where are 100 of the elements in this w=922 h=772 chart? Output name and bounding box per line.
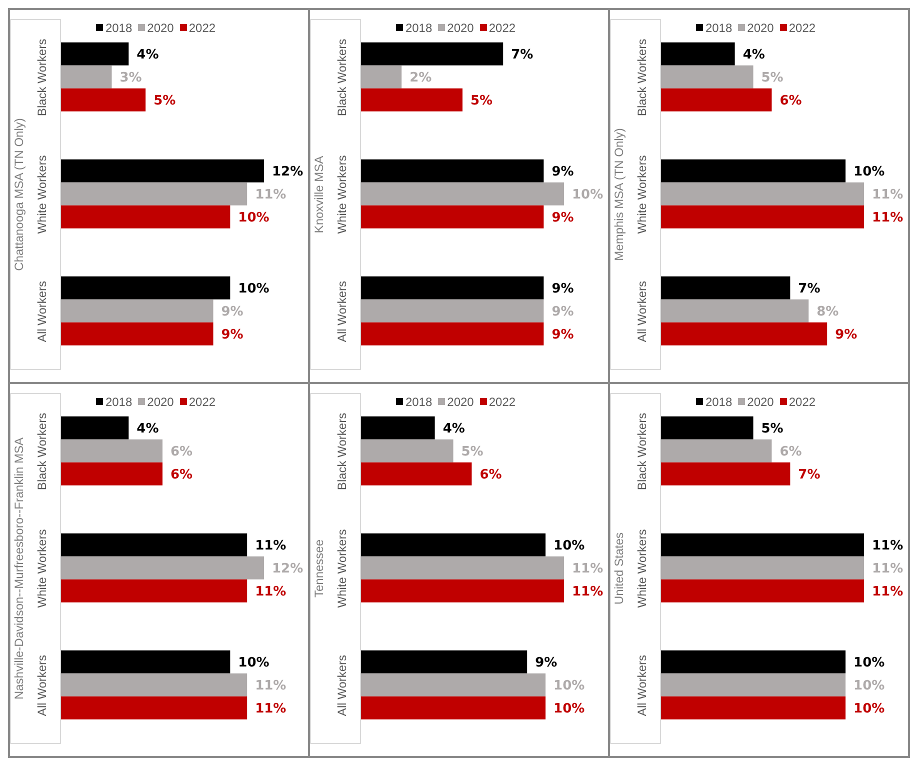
bar xyxy=(61,182,248,206)
bar xyxy=(661,696,846,720)
bar xyxy=(361,673,546,696)
data-label: 6% xyxy=(780,94,802,109)
data-label: 10% xyxy=(554,702,585,717)
bar xyxy=(61,299,214,322)
legend-label: 2022 xyxy=(788,20,816,34)
y-axis-title: Tennessee xyxy=(312,539,326,598)
bar xyxy=(661,322,828,346)
y-tick-label: All Workers xyxy=(335,280,349,342)
data-label: 6% xyxy=(480,468,502,483)
bar xyxy=(661,556,864,580)
bar xyxy=(661,579,864,602)
y-tick-label: White Workers xyxy=(35,529,49,608)
bar xyxy=(61,88,146,112)
bar xyxy=(661,42,735,66)
bar xyxy=(661,416,754,440)
y-tick-label: Black Workers xyxy=(35,38,49,116)
bar xyxy=(361,159,544,182)
bar xyxy=(61,276,230,300)
data-label: 3% xyxy=(120,70,142,86)
data-label: 6% xyxy=(170,468,193,483)
y-axis-title: Memphis MSA (TN Only) xyxy=(612,128,626,261)
data-label: 9% xyxy=(552,164,574,180)
data-label: 5% xyxy=(154,94,176,109)
data-label: 6% xyxy=(170,444,193,460)
bar xyxy=(361,205,544,228)
data-label: 11% xyxy=(872,584,904,600)
bar xyxy=(361,299,544,322)
bar xyxy=(661,276,790,300)
legend-label: 2020 xyxy=(447,394,474,408)
data-label: 7% xyxy=(798,282,820,297)
bar xyxy=(361,65,402,88)
data-label: 4% xyxy=(136,422,159,437)
legend-label: 2018 xyxy=(405,394,432,408)
bar xyxy=(361,322,544,346)
data-label: 10% xyxy=(854,656,885,671)
data-label: 4% xyxy=(136,48,159,63)
y-tick-label: White Workers xyxy=(335,155,349,234)
data-label: 10% xyxy=(854,678,885,694)
data-label: 5% xyxy=(461,444,484,460)
data-label: 11% xyxy=(255,584,286,600)
legend-label: 2018 xyxy=(705,20,732,34)
y-tick-label: White Workers xyxy=(335,529,349,608)
bar xyxy=(361,579,564,602)
y-tick-label: Black Workers xyxy=(335,412,349,490)
data-label: 5% xyxy=(470,94,493,109)
y-tick-label: Black Workers xyxy=(635,38,649,116)
bar xyxy=(361,650,528,674)
bar xyxy=(61,65,112,88)
data-label: 10% xyxy=(572,188,604,203)
y-tick-label: All Workers xyxy=(635,280,649,342)
data-label: 9% xyxy=(552,282,574,297)
legend-label: 2022 xyxy=(488,20,516,34)
data-label: 10% xyxy=(854,164,885,180)
bar xyxy=(61,556,264,580)
bar xyxy=(361,416,435,440)
bar xyxy=(361,42,504,66)
y-axis-title: United States xyxy=(612,532,626,605)
bar xyxy=(361,88,462,112)
data-label: 11% xyxy=(572,584,604,600)
y-axis-title: Nashville-Davidson--Murfreesboro--Franklin MSA xyxy=(12,437,26,700)
legend-label: 2020 xyxy=(747,20,774,34)
data-label: 9% xyxy=(535,656,558,671)
bar xyxy=(661,205,864,228)
bar xyxy=(61,462,162,486)
bar xyxy=(361,276,544,300)
bar xyxy=(361,462,472,486)
bar xyxy=(61,673,248,696)
bar xyxy=(661,650,846,674)
bar xyxy=(661,182,864,206)
data-label: 11% xyxy=(872,562,904,577)
bar xyxy=(661,439,772,462)
bar xyxy=(661,65,754,88)
bar xyxy=(661,159,846,182)
data-label: 8% xyxy=(816,304,839,320)
data-label: 4% xyxy=(442,422,465,437)
bar xyxy=(361,696,546,720)
y-tick-label: White Workers xyxy=(35,155,49,234)
legend-label: 2022 xyxy=(488,394,516,408)
y-tick-label: White Workers xyxy=(635,529,649,608)
data-label: 12% xyxy=(272,562,304,577)
legend-label: 2020 xyxy=(147,394,174,408)
bar xyxy=(61,322,214,346)
data-label: 11% xyxy=(255,702,286,717)
legend-label: 2018 xyxy=(105,394,132,408)
data-label: 10% xyxy=(554,678,585,694)
bar xyxy=(61,696,248,720)
y-tick-label: All Workers xyxy=(635,654,649,716)
data-label: 11% xyxy=(255,538,286,554)
legend-label: 2020 xyxy=(747,394,774,408)
y-tick-label: All Workers xyxy=(35,280,49,342)
legend-label: 2022 xyxy=(188,394,216,408)
data-label: 11% xyxy=(872,188,904,203)
bar xyxy=(361,533,546,556)
data-label: 9% xyxy=(552,304,574,320)
legend-label: 2020 xyxy=(147,20,174,34)
data-label: 2% xyxy=(410,70,432,86)
bar xyxy=(661,533,864,556)
bar xyxy=(61,579,248,602)
